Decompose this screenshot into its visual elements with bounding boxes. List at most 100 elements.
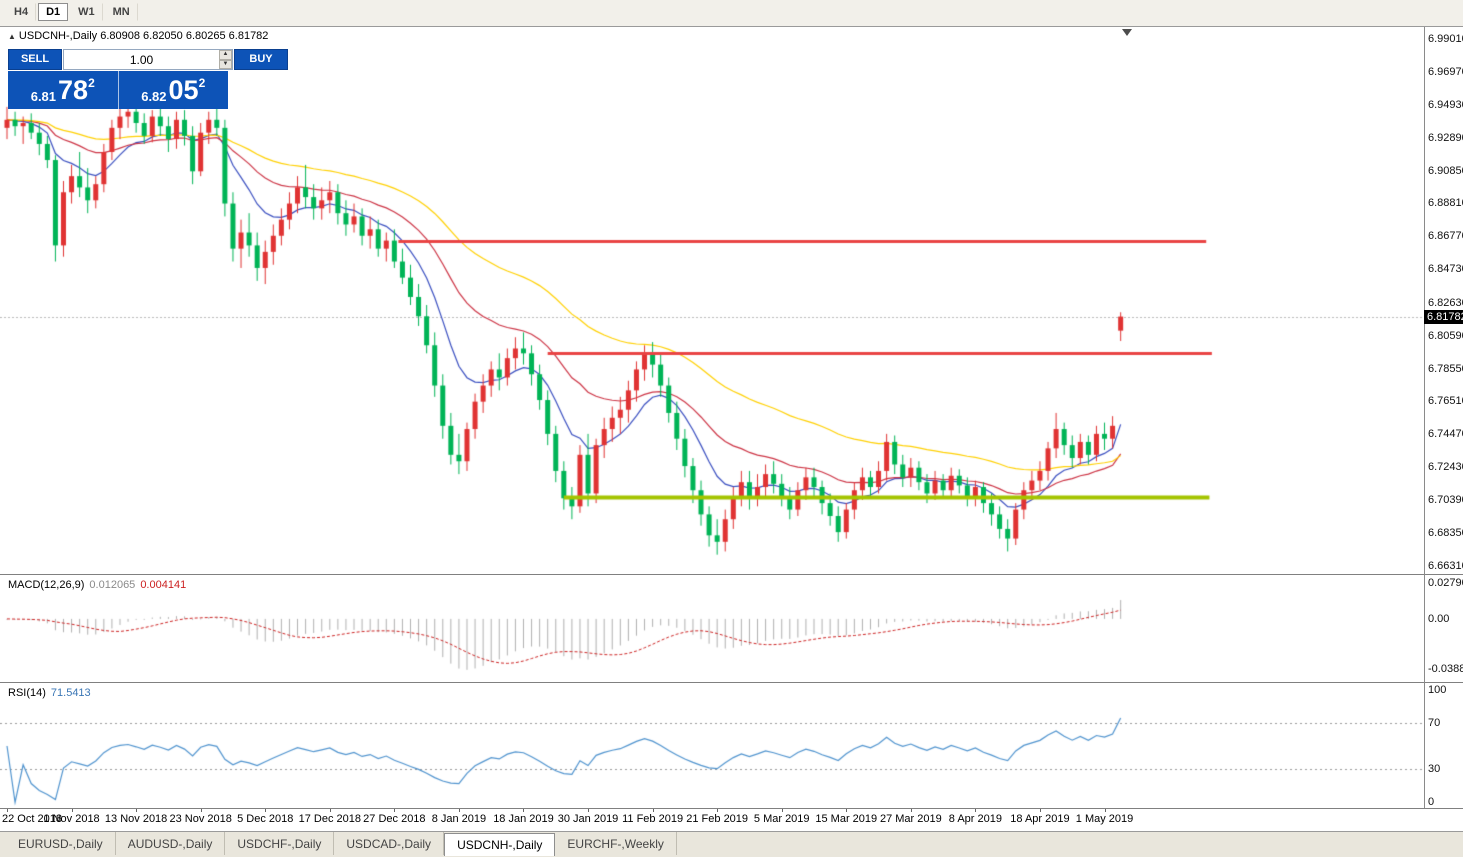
date-axis-label: 1 May 2019	[1075, 813, 1134, 825]
symbol-ohlc-header: ▲ USDCNH-,Daily 6.80908 6.82050 6.80265 6…	[8, 30, 269, 42]
price-axis-tick: 6.96970	[1428, 65, 1463, 78]
tf-w1-button[interactable]: W1	[70, 3, 103, 21]
price-axis-tick: 6.68350	[1428, 526, 1463, 539]
volume-input[interactable]	[64, 50, 219, 69]
date-axis-tick-mark	[523, 809, 525, 812]
date-axis-tick-mark	[975, 809, 977, 812]
buy-button[interactable]: BUY	[234, 49, 288, 70]
macd-axis-tick: 0.027908	[1428, 576, 1463, 589]
date-axis-tick-mark	[200, 809, 202, 812]
buy-price-small: 6.82	[141, 88, 167, 104]
macd-main-value: 0.012065	[89, 579, 136, 591]
rsi-axis-tick: 30	[1428, 762, 1441, 775]
price-axis-tick: 6.78550	[1428, 362, 1463, 375]
date-axis-tick-mark	[652, 809, 654, 812]
date-axis-label: 13 Nov 2018	[104, 813, 168, 825]
date-axis-label: 15 Mar 2019	[815, 813, 878, 825]
date-axis-label: 5 Dec 2018	[237, 813, 294, 825]
date-axis-label: 27 Dec 2018	[363, 813, 426, 825]
date-axis-label: 18 Jan 2019	[493, 813, 554, 825]
date-axis-tick-mark	[910, 809, 912, 812]
current-price-badge: 6.81782	[1424, 309, 1463, 324]
tab-usdcad-daily[interactable]: USDCAD-,Daily	[334, 832, 445, 855]
date-axis-label: 27 Mar 2019	[879, 813, 942, 825]
expand-triangle-icon: ▲	[8, 32, 16, 41]
date-axis-tick-mark	[136, 809, 138, 812]
date-axis-tick-mark	[588, 809, 590, 812]
date-axis-label: 5 Mar 2019	[753, 813, 810, 825]
date-axis-label: 23 Nov 2018	[169, 813, 232, 825]
date-axis-label: 11 Feb 2019	[622, 813, 684, 825]
volume-up-button[interactable]: ▲	[219, 50, 232, 60]
price-axis-tick: 6.92890	[1428, 131, 1463, 144]
buy-price-display[interactable]: 6.82 05 2	[118, 71, 228, 109]
macd-header: MACD(12,26,9) 0.012065 0.004141	[8, 579, 187, 591]
sell-price-display[interactable]: 6.81 78 2	[8, 71, 119, 109]
date-axis-label: 17 Dec 2018	[298, 813, 361, 825]
date-axis-label: 18 Apr 2019	[1010, 813, 1070, 825]
price-axis-tick: 6.74470	[1428, 428, 1463, 441]
volume-control: ▲ ▼	[63, 49, 233, 70]
date-axis-label: 8 Apr 2019	[948, 813, 1002, 825]
volume-down-button[interactable]: ▼	[219, 59, 232, 69]
date-axis-label: 30 Jan 2019	[557, 813, 619, 825]
price-axis-tick: 6.86770	[1428, 230, 1463, 243]
date-axis-tick-mark	[71, 809, 73, 812]
sell-price-sup: 2	[88, 76, 95, 90]
tab-eurchf-weekly[interactable]: EURCHF-,Weekly	[555, 832, 677, 855]
date-axis-tick-mark	[329, 809, 331, 812]
rsi-axis-tick: 70	[1428, 717, 1441, 730]
rsi-axis-tick: 0	[1428, 796, 1435, 809]
tab-usdchf-daily[interactable]: USDCHF-,Daily	[225, 832, 335, 855]
tf-h4-button[interactable]: H4	[6, 3, 37, 21]
tab-audusd-daily[interactable]: AUDUSD-,Daily	[116, 832, 226, 855]
price-axis-border	[1424, 27, 1425, 808]
date-axis-label: 22 Oct 2018	[2, 813, 62, 825]
price-axis-tick: 6.80590	[1428, 329, 1463, 342]
macd-signal-value: 0.004141	[140, 579, 187, 591]
tab-usdcnh-daily[interactable]: USDCNH-,Daily	[444, 833, 556, 856]
date-axis-tick-mark	[265, 809, 267, 812]
price-axis-tick: 6.94930	[1428, 98, 1463, 111]
price-axis-tick: 6.72430	[1428, 461, 1463, 474]
price-axis-tick: 6.70390	[1428, 494, 1463, 507]
price-axis-tick: 6.84730	[1428, 263, 1463, 276]
date-axis-tick-mark	[846, 809, 848, 812]
sell-price-small: 6.81	[30, 88, 57, 104]
tab-eurusd-daily[interactable]: EURUSD-,Daily	[6, 832, 116, 855]
date-axis[interactable]: 22 Oct 2018 1 Nov 2018 13 Nov 2018 23 Nov 2…	[0, 809, 1424, 831]
price-axis-tick: 6.82630	[1428, 296, 1463, 309]
chart-shift-marker-icon[interactable]	[1122, 29, 1132, 36]
buy-price-big: 05	[168, 75, 199, 105]
date-axis-tick-mark	[781, 809, 783, 812]
date-axis-line	[0, 808, 1463, 809]
price-chart-canvas[interactable]	[0, 27, 1424, 574]
chart-area: ▲ USDCNH-,Daily 6.80908 6.82050 6.80265 6…	[0, 27, 1463, 831]
rsi-value: 71.5413	[50, 687, 91, 699]
date-axis-tick-mark	[1104, 809, 1106, 812]
date-axis-tick-mark	[7, 809, 8, 812]
date-axis-tick-mark	[1039, 809, 1041, 812]
price-axis-tick: 6.76510	[1428, 395, 1463, 408]
macd-axis-tick: 0.00	[1428, 612, 1450, 625]
date-axis-tick-mark	[394, 809, 396, 812]
date-axis-label: 8 Jan 2019	[431, 813, 487, 825]
price-axis-tick: 6.90850	[1428, 164, 1463, 177]
tf-mn-button[interactable]: MN	[105, 3, 138, 21]
price-axis-tick: 6.99010	[1428, 33, 1463, 46]
rsi-header: RSI(14) 71.5413	[8, 687, 91, 699]
macd-indicator-canvas[interactable]	[0, 576, 1424, 682]
pane-separator[interactable]	[0, 574, 1463, 575]
sell-price-big: 78	[58, 75, 89, 105]
sell-button[interactable]: SELL	[8, 49, 62, 70]
one-click-trading-panel: SELL ▲ ▼ BUY 6.81 78 2 6.82	[8, 49, 288, 109]
tf-d1-button[interactable]: D1	[38, 3, 69, 21]
rsi-indicator-canvas[interactable]	[0, 684, 1424, 808]
buy-price-sup: 2	[198, 76, 206, 90]
rsi-axis-tick: 100	[1428, 683, 1447, 696]
macd-axis-tick: -0.038871	[1428, 662, 1463, 675]
timeframe-toolbar: H4 D1 W1 MN	[0, 0, 1463, 27]
pane-separator[interactable]	[0, 682, 1463, 683]
